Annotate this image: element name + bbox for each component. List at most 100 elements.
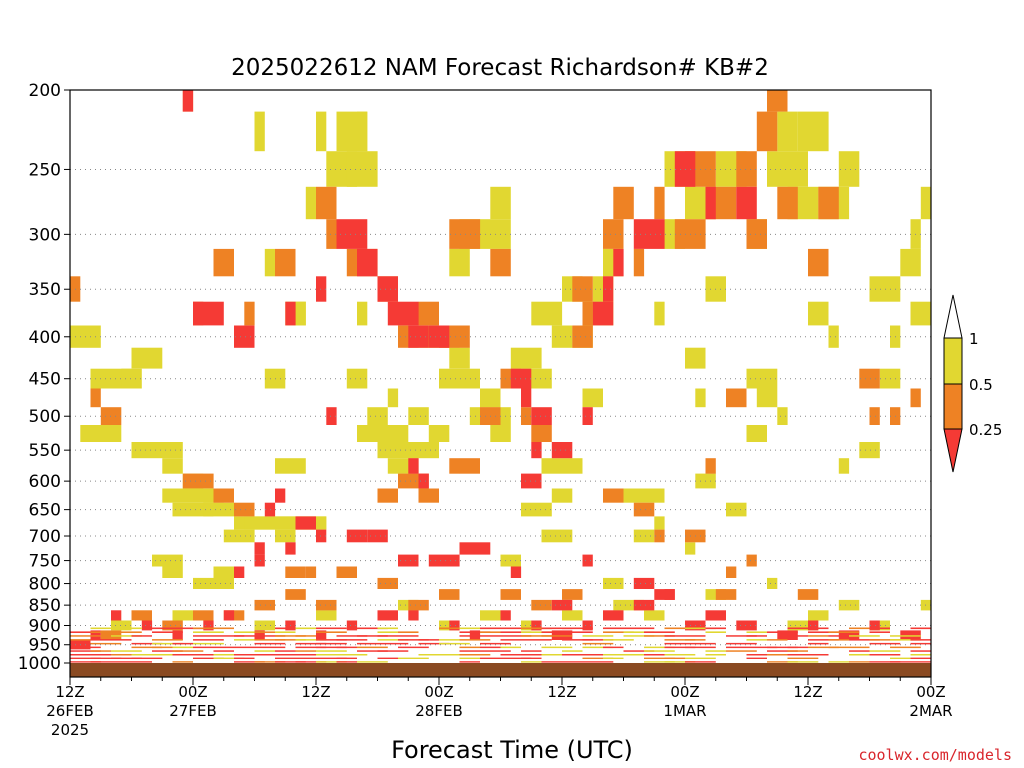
x-tick-label-24-0: 12Z — [301, 683, 330, 701]
surface-layer-cell-413 — [767, 661, 798, 663]
y-tick-label-550: 550 — [29, 441, 61, 461]
colorbar-red-triangle — [943, 428, 963, 473]
heatmap-cell-y-98 — [777, 407, 788, 425]
heatmap-cell-r-56 — [449, 620, 460, 631]
heatmap-cell-r-31 — [428, 554, 460, 567]
heatmap-cell-r-29 — [480, 542, 491, 555]
surface-layer-cell-59 — [398, 631, 419, 633]
heatmap-cell-y-61 — [838, 151, 860, 187]
surface-layer-cell-316 — [500, 654, 521, 656]
heatmap-cell-r-67 — [111, 610, 122, 621]
surface-layer-cell-334 — [869, 654, 901, 656]
surface-layer-cell-379 — [70, 661, 101, 663]
colorbar-label-0-5: 0.5 — [969, 376, 993, 394]
surface-layer-cell-107 — [521, 635, 552, 637]
surface-layer-cell-79 — [808, 631, 839, 633]
surface-layer-cell-370 — [746, 657, 767, 659]
colorbar-white-triangle — [943, 294, 963, 339]
heatmap-cell-o-24 — [582, 301, 593, 326]
heatmap-cell-y-35 — [510, 347, 542, 369]
surface-layer-cell-257 — [152, 650, 183, 652]
surface-layer-cell-85 — [70, 635, 101, 637]
heatmap-cell-y-25 — [377, 442, 439, 459]
surface-layer-cell-98 — [336, 635, 368, 637]
heatmap-cell-o-8 — [316, 186, 337, 220]
surface-layer-cell-152 — [582, 639, 614, 641]
surface-layer-cell-222 — [295, 646, 327, 649]
surface-layer-cell-365 — [644, 657, 675, 659]
heatmap-cell-o-42 — [767, 90, 788, 112]
surface-layer-cell-297 — [111, 654, 142, 656]
y-tick-label-850: 850 — [29, 596, 61, 616]
x-tick-label-0-0: 12Z — [55, 683, 84, 701]
surface-layer-cell-160 — [746, 639, 767, 641]
heatmap-cell-y-112 — [613, 599, 645, 611]
heatmap-cell-y-108 — [223, 529, 255, 543]
x-tick-label-72-0: 12Z — [793, 683, 822, 701]
surface-layer-cell-246 — [787, 646, 808, 649]
heatmap-cell-r-10 — [510, 368, 532, 389]
heatmap-cell-o-38 — [869, 407, 880, 425]
surface-layer-cell-64 — [500, 631, 532, 633]
heatmap-cell-y-95 — [685, 347, 706, 369]
heatmap-cell-y-73 — [685, 542, 696, 555]
colorbar-label-1: 1 — [969, 330, 979, 348]
heatmap-cell-r-18 — [613, 248, 624, 277]
heatmap-cell-r-11 — [521, 388, 532, 408]
x-tick-label-0-2: 2025 — [51, 721, 89, 739]
surface-layer-cell-328 — [746, 654, 778, 656]
surface-layer-cell-175 — [193, 642, 224, 645]
surface-layer-cell-359 — [521, 657, 542, 659]
surface-layer-cell-414 — [787, 661, 819, 663]
surface-layer-cell-409 — [685, 661, 716, 663]
heatmap-cell-y-9 — [172, 502, 214, 517]
surface-layer-cell-320 — [582, 654, 614, 656]
surface-layer-cell-123 — [849, 635, 880, 637]
heatmap-cell-r-40 — [295, 516, 316, 530]
heatmap-cell-o-31 — [736, 151, 757, 187]
surface-layer-cell-10 — [254, 627, 286, 630]
heatmap-cell-y-84 — [387, 388, 399, 408]
surface-layer-cell-301 — [193, 654, 224, 656]
heatmap-cell-y-20 — [346, 151, 378, 187]
surface-layer-cell-294 — [910, 650, 931, 652]
surface-layer-cell-161 — [767, 639, 788, 641]
heatmap-cell-r-16 — [592, 301, 614, 326]
heatmap-cell-y-34 — [490, 425, 511, 442]
surface-layer-cell-3 — [111, 627, 142, 630]
surface-layer-cell-407 — [644, 661, 675, 663]
heatmap-cell-y-33 — [480, 388, 501, 408]
surface-layer-cell-241 — [685, 646, 716, 649]
surface-layer-cell-300 — [172, 654, 193, 656]
heatmap-cell-r-23 — [582, 407, 593, 425]
surface-layer-cell-380 — [90, 661, 111, 663]
heatmap-cell-y-66 — [920, 186, 932, 220]
heatmap-cell-r-33 — [367, 529, 388, 543]
grid-lines — [70, 168, 931, 646]
heatmap-cell-o-34 — [777, 186, 798, 220]
surface-layer-cell-96 — [295, 635, 316, 637]
y-tick-label-650: 650 — [29, 501, 61, 521]
surface-layer-cell-210 — [910, 642, 931, 645]
heatmap-cell-o-52 — [418, 488, 439, 503]
surface-layer-cell-91 — [193, 635, 214, 637]
surface-layer-cell-127 — [70, 639, 91, 641]
heatmap-cell-o-33 — [756, 111, 778, 152]
x-tick-label-36-1: 28FEB — [415, 702, 462, 720]
surface-layer-cell-140 — [336, 639, 368, 641]
y-tick-label-200: 200 — [29, 81, 61, 101]
heatmap-cell-y-119 — [316, 610, 337, 621]
surface-layer-cell-333 — [849, 654, 880, 656]
surface-layer-cell-80 — [828, 631, 860, 633]
heatmap-cell-y-7 — [162, 488, 224, 503]
heatmap-cell-y-5 — [131, 442, 183, 459]
surface-layer-cell-281 — [644, 650, 675, 652]
surface-layer-cell-324 — [664, 654, 696, 656]
surface-layer-cell-178 — [254, 642, 286, 645]
heatmap-cell-o-60 — [746, 554, 757, 567]
heatmap-cell-o-13 — [418, 301, 439, 326]
surface-layer-cell-307 — [316, 654, 337, 656]
surface-layer-cell-367 — [685, 657, 716, 659]
surface-layer-cell-236 — [582, 646, 614, 649]
heatmap-cell-r-37 — [254, 542, 265, 555]
